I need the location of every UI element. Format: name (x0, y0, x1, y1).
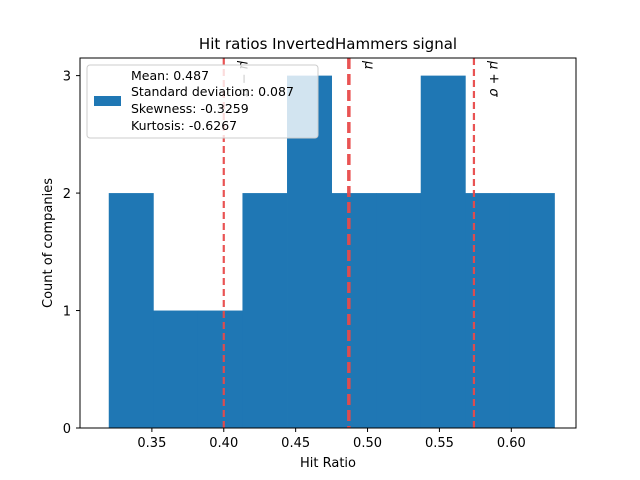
x-tick-label-4: 0.50 (353, 436, 382, 451)
legend-frame (86, 64, 319, 139)
histogram-bar-7 (376, 193, 422, 428)
x-tick-label-6: 0.60 (497, 436, 526, 451)
histogram-bar-8 (420, 75, 466, 428)
y-tick-label-1: 0 (63, 422, 71, 437)
legend-line-skewness: Skewness: -0.3259 (131, 101, 249, 116)
legend-line-mean: Mean: 0.487 (131, 68, 209, 83)
legend-line-std: Standard deviation: 0.087 (131, 84, 294, 99)
x-tick-label-3: 0.45 (281, 436, 310, 451)
histogram-bar-10 (509, 193, 555, 428)
chart-title: Hit ratios InvertedHammers signal (199, 35, 457, 53)
legend-line-kurtosis: Kurtosis: -0.6267 (131, 118, 237, 133)
y-axis-ticks: 0 1 2 3 (63, 70, 80, 437)
histogram-bar-3 (197, 310, 243, 428)
legend-swatch (94, 96, 121, 106)
bars-group (108, 75, 555, 428)
y-tick-label-3: 2 (63, 187, 71, 202)
x-tick-label-5: 0.55 (425, 436, 454, 451)
histogram-bar-6 (331, 193, 377, 428)
x-axis-label: Hit Ratio (300, 456, 356, 471)
x-tick-label-2: 0.40 (209, 436, 238, 451)
x-tick-label-1: 0.35 (137, 436, 166, 451)
histogram-bar-9 (465, 193, 511, 428)
y-tick-label-2: 1 (63, 305, 71, 320)
histogram-bar-4 (242, 193, 288, 428)
histogram-bar-1 (108, 193, 154, 428)
reference-line-label-2: μ (361, 60, 376, 69)
x-axis-ticks: 0.35 0.40 0.45 0.50 0.55 0.60 (137, 428, 526, 451)
histogram-bar-2 (153, 310, 199, 428)
reference-line-label-3: μ + σ (486, 60, 501, 97)
legend: Mean: 0.487 Standard deviation: 0.087 Sk… (86, 64, 319, 139)
y-axis-label: Count of companies (41, 178, 56, 308)
y-tick-label-4: 3 (63, 70, 71, 85)
plot-frame (79, 57, 577, 429)
